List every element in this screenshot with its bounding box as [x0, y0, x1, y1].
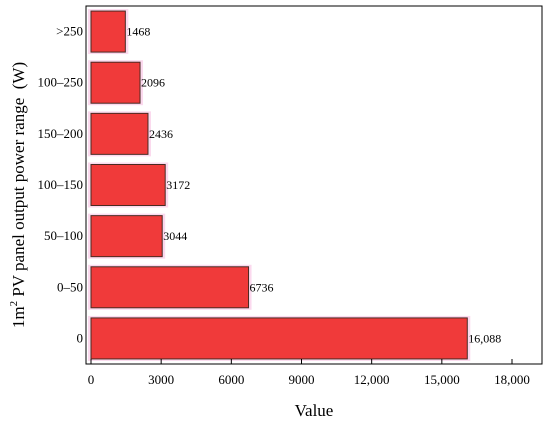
bar	[90, 10, 126, 53]
bar	[90, 61, 141, 104]
y-tick-label: >250	[56, 24, 83, 39]
data-label: 2436	[149, 127, 173, 141]
y-axis-title-prefix: 1m	[9, 306, 28, 328]
data-label: 2096	[141, 76, 165, 90]
y-axis-title-superscript: 2	[8, 301, 20, 307]
x-tick-label: 15,000	[424, 372, 460, 387]
data-label: 6736	[250, 280, 274, 294]
y-tick-labels-group: 0 0–50 50–100 100–150 150–200 100–250 >250	[38, 24, 84, 346]
y-tick-label: 100–250	[38, 75, 84, 90]
bar	[90, 266, 250, 309]
bars-group	[88, 9, 471, 361]
x-axis-title: Value	[295, 401, 334, 420]
data-labels-group: 16,088 6736 3044 3172 2436 2096 1468	[126, 25, 501, 346]
y-tick-label: 0–50	[57, 279, 83, 294]
y-axis-title: 1m2 PV panel output power range (W)	[8, 62, 28, 328]
bar	[90, 215, 163, 258]
y-tick-label: 50–100	[44, 228, 83, 243]
y-tick-label: 0	[77, 330, 84, 345]
x-tick-label: 12,000	[354, 372, 390, 387]
y-tick-label: 100–150	[38, 177, 84, 192]
x-tick-label: 9000	[289, 372, 315, 387]
bar	[90, 164, 166, 206]
bar	[90, 317, 468, 360]
data-label: 3044	[163, 229, 187, 243]
bar	[90, 112, 149, 155]
x-ticks-group: 0 3000 6000 9000 12,000 15,000 18,000	[88, 359, 530, 387]
x-tick-label: 6000	[218, 372, 244, 387]
data-label: 1468	[126, 25, 150, 39]
x-tick-label: 18,000	[494, 372, 530, 387]
data-label: 3172	[166, 178, 190, 192]
data-label: 16,088	[468, 331, 501, 345]
plot-frame	[85, 5, 543, 365]
x-tick-label: 0	[88, 372, 95, 387]
y-axis-title-rest: PV panel output power range (W)	[9, 62, 28, 301]
y-tick-label: 150–200	[38, 126, 84, 141]
x-tick-label: 3000	[148, 372, 174, 387]
